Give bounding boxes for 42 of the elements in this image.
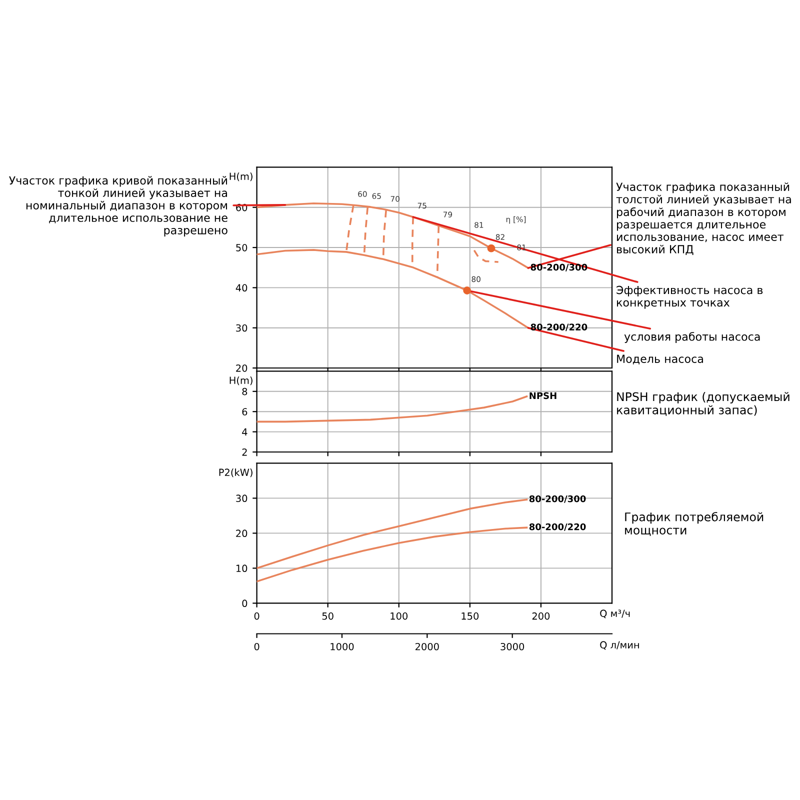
annotation: Участок графика кривой показанный тонкой линией указывает на номинальный диапазон в котором длительное использование не разрешено: [9, 176, 228, 237]
series-label: 80-200/300: [530, 264, 588, 272]
y-axis-title: P2(kW): [219, 468, 252, 478]
y-tick-label: 30: [236, 324, 248, 332]
line-series: [256, 396, 528, 423]
y-tick-label: 30: [236, 494, 248, 502]
annotation: Участок графика показанный толстой линией указывает на рабочий диапазон в котором разрешается длительное использование, насос имеет высокий КПД: [616, 182, 791, 256]
x2-tick-label: 1000: [330, 642, 354, 650]
x-tick-label: 0: [254, 612, 260, 620]
y-tick-label: 8: [242, 388, 248, 396]
line-series: [256, 498, 528, 570]
x2-tick-label: 2000: [416, 642, 439, 650]
x2-tick-label: 3000: [500, 642, 524, 650]
y-tick-label: 6: [242, 408, 248, 416]
x-axis-title: Q м³/ч: [600, 610, 630, 618]
x-tick-label: 100: [390, 612, 408, 620]
y-axis-title: H(m): [230, 172, 252, 182]
annotation: Модель насоса: [617, 354, 703, 364]
series-label: NPSH: [530, 392, 556, 400]
x2-tick-label: 0: [254, 642, 260, 650]
y-tick-label: 20: [236, 530, 248, 538]
text: График потребляемой мощности: [625, 512, 764, 536]
y-axis-title: H(m): [230, 376, 252, 386]
line-series: [256, 526, 528, 582]
series-label: 80-200/220: [530, 324, 588, 332]
annotation: условия работы насоса: [624, 332, 760, 343]
y-tick-label: 0: [242, 600, 248, 608]
y-tick-label: 2: [242, 448, 247, 456]
y-tick-label: 10: [236, 564, 248, 572]
text: NPSH график (допускаемый кавитационный запас): [617, 392, 790, 416]
y-tick-label: 20: [236, 364, 248, 372]
annotation: Эффективность насоса в конкретных точках: [616, 286, 763, 309]
y-tick-label: 40: [236, 284, 248, 292]
line-series: [473, 249, 500, 263]
x-tick-label: 200: [532, 612, 550, 620]
x-tick-label: 50: [322, 612, 334, 620]
x-tick-label: 150: [462, 612, 479, 620]
series-label: 80-200/300: [529, 495, 586, 503]
y-tick-label: 4: [242, 428, 248, 436]
series-label: 80-200/220: [529, 523, 586, 531]
x2-axis-title: Q л/мин: [600, 641, 639, 650]
y-tick-label: 50: [236, 244, 248, 252]
